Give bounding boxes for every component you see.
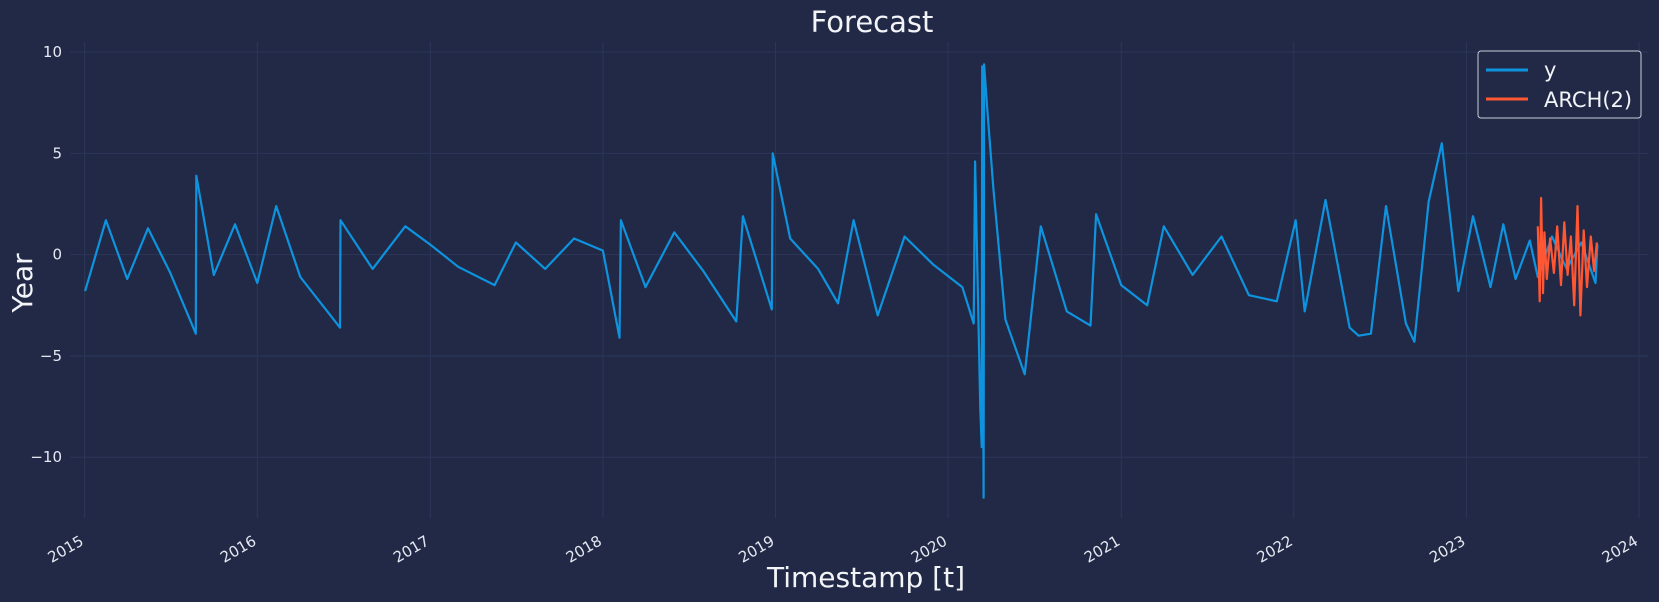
y-axis-ticks: −10 −5 0 5 10	[30, 43, 62, 466]
series-layer	[84, 63, 1599, 499]
y-tick-label: −10	[30, 448, 62, 466]
legend-label-y: y	[1544, 58, 1556, 82]
y-tick-label: −5	[40, 347, 62, 365]
chart-title: Forecast	[811, 5, 934, 39]
y-tick-label: 5	[52, 144, 62, 162]
legend: y ARCH(2)	[1477, 50, 1642, 119]
y-tick-label: 0	[52, 246, 62, 264]
legend-box	[1477, 50, 1642, 119]
x-axis-label: Timestamp [t]	[766, 561, 965, 594]
grid	[70, 42, 1648, 518]
legend-label-arch2: ARCH(2)	[1544, 88, 1632, 112]
series-line-y	[84, 63, 1599, 499]
y-tick-label: 10	[43, 43, 62, 61]
y-axis-label: Year	[6, 253, 39, 314]
series-line-arch2	[1536, 196, 1598, 317]
